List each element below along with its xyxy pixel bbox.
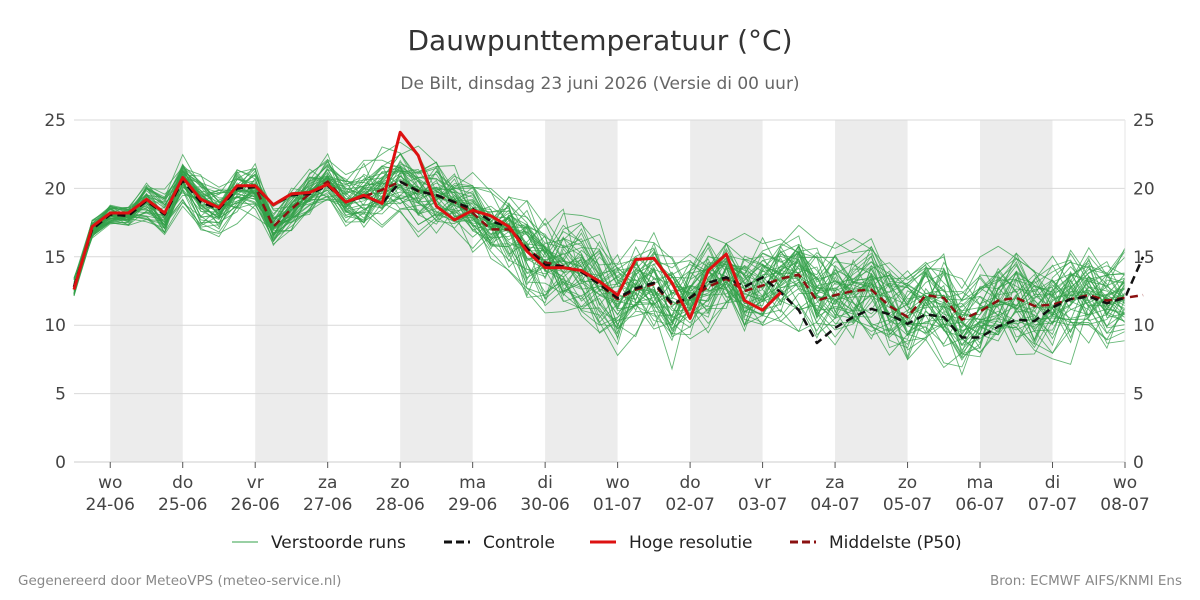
legend: Verstoorde runs Controle Hoge resolutie Mid…: [232, 533, 962, 553]
xtick-date-14: 07-07: [1028, 495, 1077, 515]
xtick-day-8: wo: [605, 473, 629, 493]
ensemble-run-45: [73, 163, 1126, 368]
ensemble-run-46: [73, 153, 1126, 346]
ensemble-run-42: [73, 165, 1126, 336]
xtick-date-10: 03-07: [738, 495, 787, 515]
xtick-date-11: 04-07: [810, 495, 859, 515]
xtick-day-10: vr: [754, 473, 771, 493]
ytick-left-20: 20: [44, 179, 66, 199]
chart-subtitle: De Bilt, dinsdag 23 juni 2026 (Versie di…: [400, 74, 799, 94]
xtick-day-13: ma: [967, 473, 994, 493]
ensemble-run-3: [73, 178, 1126, 350]
xtick-day-5: zo: [391, 473, 410, 493]
series-hoge-resolutie: [72, 130, 782, 320]
xtick-day-1: wo: [98, 473, 122, 493]
xtick-day-3: vr: [247, 473, 264, 493]
ytick-left-10: 10: [44, 316, 66, 336]
ensemble-run-43: [73, 172, 1126, 352]
xtick-day-2: do: [172, 473, 193, 493]
xtick-date-8: 01-07: [593, 495, 642, 515]
xtick-date-3: 26-06: [231, 495, 280, 515]
legend-label-4: Middelste (P50): [829, 533, 962, 553]
ytick-right-20: 20: [1133, 179, 1155, 199]
ensemble-run-40: [73, 165, 1126, 359]
xtick-day-15: wo: [1113, 473, 1137, 493]
ensemble-run-38: [73, 170, 1126, 347]
xtick-day-7: di: [537, 473, 553, 493]
ensemble-run-37: [73, 168, 1126, 346]
shaded-day-1: [110, 120, 183, 462]
ytick-left-5: 5: [55, 385, 66, 405]
ytick-left-15: 15: [44, 248, 66, 268]
ytick-right-25: 25: [1133, 111, 1155, 131]
ensemble-run-49: [73, 180, 1126, 351]
ytick-left-0: 0: [55, 453, 66, 473]
xtick-date-5: 28-06: [375, 495, 424, 515]
xtick-day-14: di: [1045, 473, 1061, 493]
ensemble-run-47: [73, 167, 1126, 361]
ensemble-run-30: [73, 141, 1126, 333]
xtick-date-13: 06-07: [955, 495, 1004, 515]
footer-generator: Gegenereerd door MeteoVPS (meteo-service…: [18, 573, 341, 589]
xtick-date-9: 02-07: [665, 495, 714, 515]
shaded-day-2: [255, 120, 328, 462]
xtick-date-12: 05-07: [883, 495, 932, 515]
xtick-date-2: 25-06: [158, 495, 207, 515]
xtick-day-9: do: [680, 473, 701, 493]
ytick-right-10: 10: [1133, 316, 1155, 336]
legend-label-2: Controle: [483, 533, 555, 553]
ytick-right-0: 0: [1133, 453, 1144, 473]
ensemble-run-6: [73, 159, 1126, 316]
xtick-date-6: 29-06: [448, 495, 497, 515]
ensemble-run-35: [73, 161, 1126, 353]
chart-title: Dauwpunttemperatuur (°C): [407, 24, 792, 57]
ytick-left-25: 25: [44, 111, 66, 131]
xtick-day-11: za: [825, 473, 844, 493]
xtick-date-7: 30-06: [520, 495, 569, 515]
xtick-date-1: 24-06: [86, 495, 135, 515]
legend-label-3: Hoge resolutie: [629, 533, 753, 553]
series-controle: [72, 178, 1145, 345]
xtick-date-15: 08-07: [1100, 495, 1149, 515]
ensemble-run-34: [73, 158, 1126, 346]
xtick-day-4: za: [318, 473, 337, 493]
legend-label-1: Verstoorde runs: [271, 533, 406, 553]
xtick-date-4: 27-06: [303, 495, 352, 515]
ytick-right-15: 15: [1133, 248, 1155, 268]
ytick-right-5: 5: [1133, 385, 1144, 405]
xtick-day-12: zo: [898, 473, 917, 493]
footer-source: Bron: ECMWF AIFS/KNMI Ens: [990, 573, 1182, 589]
xtick-day-6: ma: [459, 473, 486, 493]
main-series-lines: [72, 130, 1145, 345]
